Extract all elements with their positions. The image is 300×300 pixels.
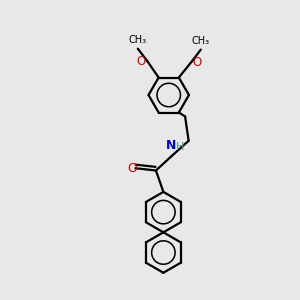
Text: CH₃: CH₃ bbox=[192, 36, 210, 46]
Text: O: O bbox=[136, 55, 146, 68]
Text: H: H bbox=[176, 142, 184, 152]
Text: CH₃: CH₃ bbox=[129, 35, 147, 45]
Text: O: O bbox=[193, 56, 202, 69]
Text: O: O bbox=[128, 162, 137, 175]
Text: N: N bbox=[166, 140, 176, 152]
